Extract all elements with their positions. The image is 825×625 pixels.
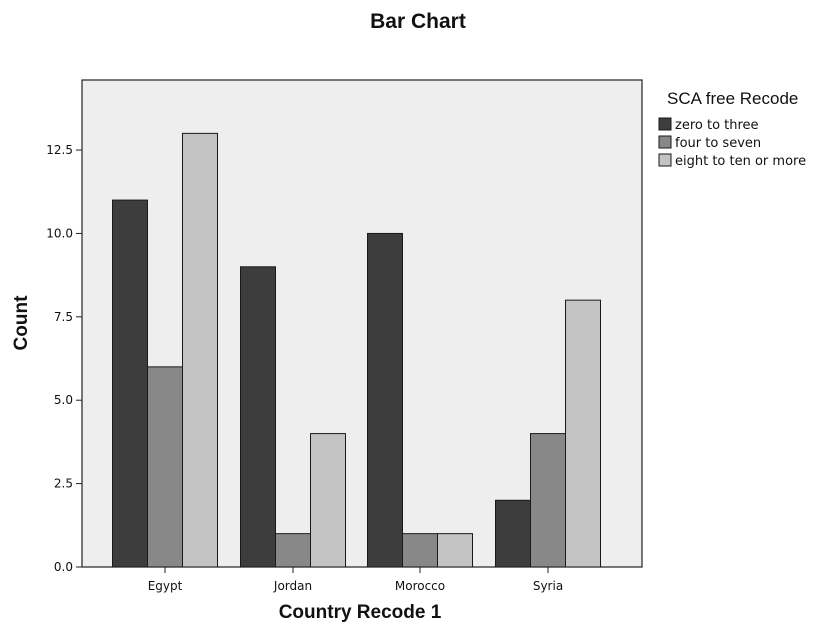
x-tick-label: Syria xyxy=(533,579,563,593)
bar-syria-eight-to-ten-or-more xyxy=(565,299,601,568)
x-axis-title: Country Recode 1 xyxy=(279,602,442,623)
bar-morocco-four-to-seven xyxy=(402,533,438,568)
bar-syria-four-to-seven xyxy=(530,433,566,568)
bar-jordan-eight-to-ten-or-more xyxy=(310,433,346,568)
legend-title: SCA free Recode xyxy=(667,89,798,108)
x-axis: Egypt Jordan Morocco Syria xyxy=(148,567,563,593)
legend-label-zero-to-three: zero to three xyxy=(675,118,759,133)
y-tick-label: 0.0 xyxy=(54,560,73,574)
bar-syria-zero-to-three xyxy=(495,499,531,568)
x-tick-label: Jordan xyxy=(273,579,312,593)
chart-title: Bar Chart xyxy=(370,10,466,33)
bar-egypt-eight-to-ten-or-more xyxy=(182,132,218,568)
bars-layer xyxy=(112,132,601,568)
legend-swatch-zero-to-three xyxy=(658,117,672,131)
x-tick-label: Morocco xyxy=(395,579,445,593)
bar-morocco-eight-to-ten-or-more xyxy=(437,533,473,568)
legend: SCA free Recode zero to three four to sev… xyxy=(658,89,806,169)
y-tick-label: 12.5 xyxy=(46,143,73,157)
y-tick-label: 10.0 xyxy=(46,226,73,240)
legend-swatch-eight-to-ten-or-more xyxy=(658,153,672,167)
y-tick-label: 2.5 xyxy=(54,477,73,491)
bar-morocco-zero-to-three xyxy=(367,232,403,568)
legend-items: zero to three four to seven eight to ten o… xyxy=(658,117,806,169)
bar-egypt-four-to-seven xyxy=(147,366,183,568)
y-tick-label: 7.5 xyxy=(54,310,73,324)
legend-label-four-to-seven: four to seven xyxy=(675,136,761,151)
y-axis-title: Count xyxy=(11,295,32,351)
y-axis: 0.0 2.5 5.0 7.5 10.0 12.5 xyxy=(46,143,82,574)
bar-jordan-zero-to-three xyxy=(240,266,276,568)
legend-swatch-four-to-seven xyxy=(658,135,672,149)
x-tick-label: Egypt xyxy=(148,579,183,593)
bar-egypt-zero-to-three xyxy=(112,199,148,568)
legend-label-eight-to-ten-or-more: eight to ten or more xyxy=(675,154,806,169)
y-tick-label: 5.0 xyxy=(54,393,73,407)
bar-jordan-four-to-seven xyxy=(275,533,311,568)
